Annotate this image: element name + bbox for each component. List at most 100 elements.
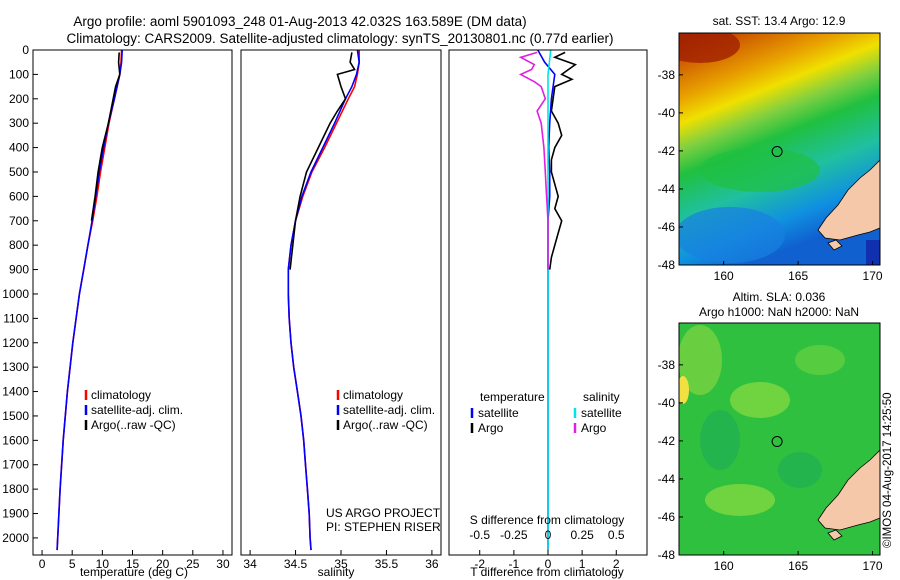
xtick-label-2: 10 <box>96 557 110 571</box>
sla-map-frame <box>678 322 881 556</box>
legend-title-temperature: temperature <box>480 390 545 404</box>
depth-tick-label-13: 1300 <box>2 360 29 374</box>
difference-xlabel: T difference from climatology <box>470 565 624 579</box>
depth-tick-label-7: 700 <box>9 214 29 228</box>
series-line-1 <box>548 51 578 270</box>
depth-tick-label-14: 1400 <box>2 385 29 399</box>
series-line-2 <box>547 50 552 551</box>
depth-tick-label-5: 500 <box>9 165 29 179</box>
map-xtick-label-2: 170 <box>863 559 883 573</box>
xtick-top-label-0: -0.5 <box>469 528 490 542</box>
sla-light-patch-2 <box>730 382 790 418</box>
difference-xticks: -2 -1 0 1 2 <box>474 550 620 571</box>
project-annotation-1: US ARGO PROJECT <box>326 506 441 520</box>
map-xtick-label-2: 170 <box>863 269 883 283</box>
map-ytick-label-5: -48 <box>658 548 676 562</box>
temperature-xlabel: temperature (deg C) <box>80 565 188 579</box>
xtick-label-4: 20 <box>156 557 170 571</box>
depth-tick-label-20: 2000 <box>2 531 29 545</box>
xtick-label-1: -1 <box>509 557 520 571</box>
map-xtick-label-1: 165 <box>788 269 808 283</box>
sst-map-axes: 160 165 170 -38 -40 -42 -44 -46 -48 <box>658 68 883 283</box>
sst-map: sat. SST: 13.4 Argo: 12.9 160 165 170 -38 -4… <box>658 14 883 283</box>
series-line-2 <box>289 52 356 270</box>
temperature-panel: 0100200300400500600700800900100011001200… <box>2 43 233 579</box>
map-xtick-label-0: 160 <box>714 269 734 283</box>
xtick-label-3: 1 <box>579 557 586 571</box>
sla-map-subtitle: Argo h1000: NaN h2000: NaN <box>699 305 859 319</box>
salinity-lines <box>287 50 361 551</box>
map-ytick-label-3: -44 <box>658 182 676 196</box>
project-annotation-2: PI: STEPHEN RISER <box>326 520 441 534</box>
sla-light-patch-1 <box>679 325 722 395</box>
imos-stamp: ©IMOS 04-Aug-2017 14:25:50 <box>882 392 894 548</box>
map-ytick-label-0: -38 <box>658 358 676 372</box>
sla-map: Altim. SLA: 0.036 Argo h1000: NaN h2000:… <box>658 290 894 573</box>
legend-label-1: satellite-adj. clim. <box>343 403 435 417</box>
xtick-label-1: 34.5 <box>284 557 308 571</box>
map-ytick-label-4: -46 <box>658 220 676 234</box>
sla-dark-patch-2 <box>778 452 822 488</box>
legend-label-0: satellite <box>478 406 519 420</box>
sla-yellow-patch <box>679 376 689 404</box>
land-stewart-island <box>827 529 843 541</box>
depth-tick-label-3: 300 <box>9 116 29 130</box>
map-ytick-label-2: -42 <box>658 144 676 158</box>
salinity-panel: 34 34.5 35 35.5 36 salinity climatologysatel… <box>240 49 442 579</box>
series-line-3 <box>518 51 549 270</box>
map-ytick-label-5: -48 <box>658 258 676 272</box>
depth-tick-label-1: 100 <box>9 67 29 81</box>
series-line-2 <box>90 52 121 221</box>
legend-label-3: Argo <box>581 421 607 435</box>
map-ytick-label-2: -42 <box>658 434 676 448</box>
series-line-0 <box>287 50 361 551</box>
sst-cold-patch <box>679 207 785 263</box>
sla-field <box>679 323 880 555</box>
legend-label-1: Argo <box>478 421 504 435</box>
sla-map-axes: 160 165 170 -38 -40 -42 -44 -46 -48 <box>658 358 883 573</box>
xtick-label-0: -2 <box>474 557 485 571</box>
temperature-frame <box>32 49 233 556</box>
argo-position-marker <box>771 436 783 448</box>
depth-tick-label-6: 600 <box>9 189 29 203</box>
sst-blue-corner <box>866 240 880 265</box>
map-ytick-label-1: -40 <box>658 106 676 120</box>
depth-tick-label-12: 1200 <box>2 336 29 350</box>
depth-tick-label-17: 1700 <box>2 458 29 472</box>
difference-lines <box>518 50 578 551</box>
salinity-frame <box>240 49 442 556</box>
map-ytick-label-1: -40 <box>658 396 676 410</box>
xtick-label-3: 35.5 <box>375 557 399 571</box>
sla-light-patch-3 <box>795 345 845 375</box>
map-ytick-label-3: -44 <box>658 472 676 486</box>
legend-label-2: Argo(..raw -QC) <box>91 418 176 432</box>
argo-position-marker <box>771 146 783 158</box>
xtick-top-label-3: 0.25 <box>570 528 594 542</box>
depth-axis: 0 100 200 300 400 500 600 700 800 900 1000 1100 1200… <box>2 43 38 545</box>
series-line-1 <box>56 50 123 551</box>
depth-tick-label-11: 1100 <box>3 311 29 325</box>
series-line-0 <box>537 50 556 551</box>
xtick-label-3: 15 <box>126 557 140 571</box>
sla-light-patch-4 <box>705 484 775 516</box>
series-line-1 <box>287 50 361 551</box>
xtick-label-5: 25 <box>186 557 200 571</box>
sst-field <box>679 33 880 265</box>
xtick-label-4: 36 <box>425 557 439 571</box>
depth-tick-label-4: 400 <box>9 141 29 155</box>
series-line-0 <box>56 50 123 551</box>
xtick-label-0: 34 <box>243 557 257 571</box>
depth-tick-label-8: 800 <box>9 238 29 252</box>
sst-warm-patch <box>679 33 740 63</box>
sst-map-frame <box>678 32 881 266</box>
legend-label-0: climatology <box>91 388 151 402</box>
difference-legend: temperature salinitysatelliteArgosatellit… <box>470 390 622 435</box>
temperature-lines <box>56 50 123 551</box>
land-stewart-island <box>827 239 843 251</box>
sst-map-title: sat. SST: 13.4 Argo: 12.9 <box>713 14 846 28</box>
map-xtick-label-0: 160 <box>714 559 734 573</box>
xtick-top-label-2: 0 <box>545 528 552 542</box>
legend-label-0: climatology <box>343 388 403 402</box>
